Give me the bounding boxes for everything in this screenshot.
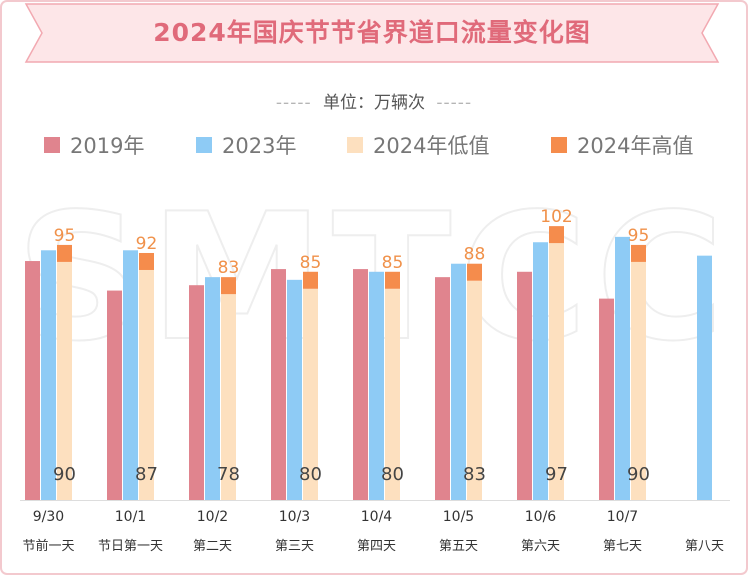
bar-2019	[189, 285, 204, 500]
bar-2023	[123, 250, 138, 500]
bar-2019	[599, 298, 614, 500]
bar-2024-low	[549, 243, 564, 500]
x-tick-day: 节前一天	[22, 538, 74, 554]
bar-2024-low	[385, 288, 400, 500]
bar-2019	[517, 271, 532, 500]
x-tick-date: 9/30	[33, 509, 64, 525]
bar-2024-high	[139, 252, 154, 270]
bar-2024-high	[221, 277, 236, 295]
bar-2019	[353, 269, 368, 500]
label-2024-high: 85	[300, 253, 322, 273]
x-tick-date: 10/5	[443, 509, 474, 525]
x-tick-day: 节日第一天	[98, 539, 163, 554]
unit-right-dashes: -----	[436, 93, 473, 113]
x-tick-date: 10/7	[607, 509, 638, 525]
legend-swatch-2023	[196, 137, 212, 153]
legend-label-2024-low: 2024年低值	[373, 134, 490, 158]
x-tick-date: 10/4	[361, 509, 393, 525]
bar-2024-low	[57, 261, 72, 500]
label-2024-low: 90	[627, 464, 650, 485]
label-2024-low: 80	[381, 464, 404, 485]
label-2024-high: 88	[464, 245, 486, 265]
bar-2023	[41, 250, 56, 500]
label-2024-high: 85	[382, 253, 404, 273]
legend-item-2023: 2023年	[196, 130, 296, 160]
label-2024-low: 97	[545, 464, 568, 485]
legend: 2019年 2023年 2024年低值 2024年高值	[0, 130, 748, 160]
bar-2019	[271, 269, 286, 500]
bar-2024-high	[385, 271, 400, 289]
legend-label-2024-high: 2024年高值	[577, 134, 694, 158]
bar-2024-low	[467, 280, 482, 500]
x-tick-date: 10/1	[115, 509, 146, 525]
label-2024-high: 95	[54, 226, 76, 246]
bar-2019	[25, 261, 40, 500]
bar-2019	[435, 277, 450, 500]
label-2024-high: 95	[628, 226, 650, 246]
x-tick-day: 第六天	[521, 539, 560, 554]
x-tick-date: 10/6	[525, 509, 557, 525]
legend-label-2023: 2023年	[222, 134, 297, 158]
label-2024-high: 92	[136, 234, 158, 254]
unit-left-dashes: -----	[275, 93, 312, 113]
bar-2024-low	[631, 261, 646, 500]
x-tick-day: 第七天	[603, 539, 642, 554]
legend-item-2024-low: 2024年低值	[347, 130, 489, 160]
bar-2023	[369, 271, 384, 500]
label-2024-high: 83	[218, 258, 240, 278]
bar-2024-high	[549, 226, 564, 244]
bar-2024-low	[139, 269, 154, 500]
legend-item-2019: 2019年	[44, 130, 144, 160]
bar-2023	[451, 263, 466, 500]
bar-2024-high	[303, 271, 318, 289]
legend-swatch-2024-low	[347, 137, 363, 153]
x-tick-day: 第二天	[193, 539, 232, 554]
title-banner	[24, 3, 720, 63]
legend-label-2019: 2019年	[70, 134, 145, 158]
legend-item-2024-high: 2024年高值	[551, 130, 693, 160]
legend-swatch-2024-high	[551, 137, 567, 153]
label-2024-high: 102	[540, 207, 572, 227]
bar-2024-low	[303, 288, 318, 500]
x-tick-day: 第五天	[439, 539, 478, 554]
bar-2023	[533, 242, 548, 501]
label-2024-low: 78	[217, 464, 240, 485]
x-tick-date: 10/2	[197, 509, 228, 525]
label-2024-low: 90	[53, 464, 76, 485]
legend-swatch-2019	[44, 137, 60, 153]
bar-2023	[287, 279, 302, 500]
unit-label: 单位：万辆次	[323, 93, 425, 113]
bar-2024-high	[631, 244, 646, 262]
bar-2024-high	[467, 263, 482, 281]
unit-label-row: ----- 单位：万辆次 -----	[0, 88, 748, 113]
chart-title: 2024年国庆节节省界道口流量变化图	[153, 18, 591, 47]
x-tick-date: 10/3	[279, 509, 310, 525]
bar-2023	[205, 277, 220, 500]
bar-2024-low	[221, 294, 236, 500]
label-2024-low: 83	[463, 464, 486, 485]
label-2024-low: 87	[135, 464, 158, 485]
x-tick-day: 第四天	[357, 539, 396, 554]
x-tick-day: 第八天	[685, 539, 724, 554]
label-2024-low: 80	[299, 464, 322, 485]
x-tick-day: 第三天	[275, 539, 314, 554]
bar-2023	[615, 236, 630, 500]
bar-2019	[107, 290, 122, 500]
bar-2024-high	[57, 244, 72, 262]
bar-2023	[697, 255, 712, 500]
